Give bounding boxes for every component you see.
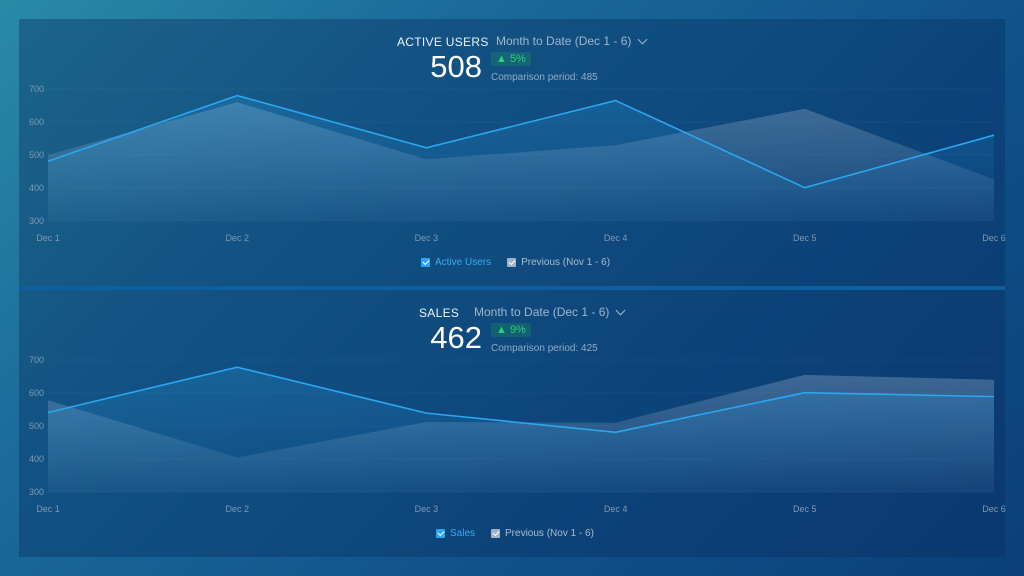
chart-legend: Active Users Previous (Nov 1 - 6) — [421, 257, 610, 268]
legend-item-previous[interactable]: Previous (Nov 1 - 6) — [507, 257, 610, 268]
active-users-chart: 700 600 500 400 300 Dec 1 Dec 2 Dec 3 Dec 4 Dec 5… — [29, 84, 1006, 243]
period-label: Month to Date (Dec 1 - 6) — [496, 34, 632, 48]
x-tick-label: Dec 2 — [225, 504, 249, 514]
current-series-area — [48, 367, 994, 492]
y-tick-label: 700 — [29, 355, 44, 365]
x-tick-label: Dec 5 — [793, 233, 817, 243]
legend-item-current[interactable]: Sales — [436, 528, 475, 539]
y-tick-label: 500 — [29, 421, 44, 431]
x-tick-label: Dec 1 — [36, 504, 60, 514]
y-tick-label: 600 — [29, 117, 44, 127]
metric-value: 508 — [430, 49, 482, 84]
checkbox-checked-icon — [421, 258, 430, 267]
checkbox-checked-icon — [491, 529, 501, 538]
x-tick-label: Dec 4 — [604, 233, 628, 243]
x-tick-label: Dec 6 — [982, 233, 1006, 243]
x-tick-label: Dec 3 — [415, 233, 439, 243]
y-tick-label: 400 — [29, 454, 44, 464]
x-tick-label: Dec 2 — [225, 233, 249, 243]
sales-panel: SALES Month to Date (Dec 1 - 6) 462 ▲ 9%… — [19, 290, 1006, 557]
sales-chart: 700 600 500 400 300 Dec 1 Dec 2 Dec 3 Dec 4 Dec 5… — [29, 355, 1006, 514]
y-tick-label: 300 — [29, 216, 44, 226]
x-tick-label: Dec 3 — [415, 504, 439, 514]
period-selector[interactable]: Month to Date (Dec 1 - 6) — [496, 34, 648, 48]
x-tick-label: Dec 5 — [793, 504, 817, 514]
x-tick-label: Dec 1 — [36, 233, 60, 243]
legend-item-current[interactable]: Active Users — [421, 257, 491, 268]
comparison-text: Comparison period: 425 — [491, 343, 598, 354]
comparison-text: Comparison period: 485 — [491, 72, 598, 83]
panel-title: SALES — [419, 306, 460, 320]
current-series-line — [47, 366, 995, 434]
y-tick-label: 400 — [29, 183, 44, 193]
current-series-line — [47, 94, 995, 189]
active-users-panel: ACTIVE USERS Month to Date (Dec 1 - 6) 5… — [19, 19, 1006, 286]
panel-divider — [19, 286, 1005, 290]
panel-title: ACTIVE USERS — [397, 35, 489, 49]
period-selector[interactable]: Month to Date (Dec 1 - 6) — [474, 305, 626, 319]
y-tick-label: 600 — [29, 388, 44, 398]
y-tick-label: 300 — [29, 487, 44, 497]
checkbox-checked-icon — [507, 258, 517, 267]
x-tick-label: Dec 6 — [982, 504, 1006, 514]
change-badge: ▲ 5% — [491, 52, 531, 66]
legend-item-previous[interactable]: Previous (Nov 1 - 6) — [491, 528, 594, 539]
legend-label-previous: Previous (Nov 1 - 6) — [505, 528, 594, 539]
metric-value: 462 — [430, 320, 482, 355]
x-tick-label: Dec 4 — [604, 504, 628, 514]
checkbox-checked-icon — [436, 529, 445, 538]
period-label: Month to Date (Dec 1 - 6) — [474, 305, 610, 319]
current-series-area — [48, 95, 994, 221]
legend-label-current: Active Users — [435, 257, 492, 268]
y-tick-label: 700 — [29, 84, 44, 94]
y-tick-label: 500 — [29, 150, 44, 160]
legend-label-previous: Previous (Nov 1 - 6) — [521, 257, 611, 268]
change-badge: ▲ 9% — [491, 323, 531, 337]
chart-legend: Sales Previous (Nov 1 - 6) — [436, 528, 594, 539]
legend-label-current: Sales — [450, 528, 476, 539]
